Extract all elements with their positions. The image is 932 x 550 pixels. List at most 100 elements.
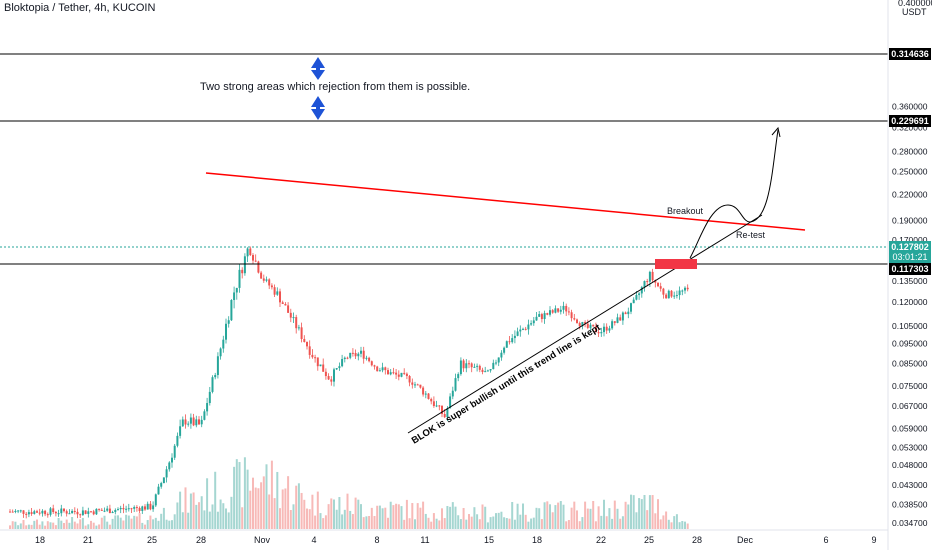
volume-bar [670, 522, 673, 529]
candle-body [476, 365, 479, 367]
volume-bar [427, 517, 430, 529]
volume-bar [686, 523, 689, 529]
candle-body [384, 367, 387, 371]
candle-body [657, 282, 659, 287]
volume-bar [381, 508, 384, 529]
candle-body [546, 313, 549, 315]
volume-bar [357, 499, 360, 529]
candle-body [279, 291, 281, 303]
candle-body [457, 374, 460, 379]
volume-bar [219, 499, 222, 529]
candle-body [225, 323, 227, 340]
volume-bar [508, 518, 511, 529]
candle-body [640, 287, 643, 294]
candle-body [25, 513, 28, 515]
volume-bar [141, 522, 144, 529]
volume-bar [627, 504, 630, 529]
volume-bar [230, 496, 233, 529]
volume-bar [540, 519, 543, 529]
volume-bar [127, 515, 130, 529]
candle-body [17, 510, 20, 512]
volume-bar [192, 492, 195, 529]
time-tick-label: 11 [420, 535, 429, 545]
candle-body [473, 366, 476, 368]
candle-body [540, 314, 543, 320]
time-tick-label: 18 [35, 535, 45, 545]
volume-bar [216, 511, 219, 529]
volume-bar [135, 516, 138, 529]
candle-body [219, 348, 222, 357]
candle-body [87, 511, 90, 514]
candle-body [238, 269, 241, 288]
price-tick-label: 0.220000 [892, 189, 928, 199]
candle-body [570, 312, 573, 319]
candle-body [357, 353, 360, 357]
volume-bar [152, 519, 155, 529]
volume-bar [378, 505, 381, 529]
volume-bar [257, 488, 260, 529]
candle-body [179, 426, 182, 436]
volume-bar [9, 525, 11, 529]
candle-body [408, 376, 411, 383]
projection-path[interactable] [689, 129, 779, 259]
volume-bar [249, 490, 252, 529]
retest-zone[interactable] [655, 259, 697, 269]
volume-bar [492, 516, 495, 529]
up-down-arrow-icon [311, 57, 325, 80]
candle-body [22, 510, 25, 514]
price-tick-label: 0.085000 [892, 359, 928, 369]
price-tick-label: 0.170000 [892, 235, 928, 245]
candle-body [665, 294, 668, 299]
price-tick-label: 0.043000 [892, 480, 928, 490]
resistance-trendline[interactable] [205, 172, 806, 231]
volume-bar [81, 517, 84, 529]
candle-body [273, 287, 276, 295]
support-trendline[interactable] [407, 214, 763, 434]
volume-bar [408, 518, 411, 529]
volume-bar [522, 503, 524, 529]
candle-body [376, 366, 379, 372]
volume-bar [549, 504, 551, 529]
volume-bar [546, 501, 549, 529]
candle-body [368, 357, 371, 362]
candle-body [84, 510, 87, 514]
volume-bar [68, 522, 71, 529]
volume-bar [149, 515, 152, 529]
candle-body [322, 364, 325, 372]
volume-bar [71, 517, 74, 529]
candle-body [246, 248, 249, 257]
volume-bar [243, 457, 246, 529]
candle-body [330, 379, 333, 382]
candle-body [235, 287, 238, 293]
candle-body [627, 311, 630, 315]
volume-bar [613, 500, 616, 529]
volume-bar [443, 518, 446, 529]
price-label-level-1: 0.314636 [889, 48, 931, 60]
candle-body [171, 457, 173, 463]
volume-bar [495, 513, 497, 529]
candle-body [11, 511, 14, 513]
volume-bar [319, 513, 322, 529]
volume-bar [49, 522, 52, 529]
candle-body [195, 419, 198, 426]
volume-bar [657, 499, 659, 529]
svg-text:0.314636: 0.314636 [891, 49, 929, 59]
volume-bar [646, 510, 649, 529]
volume-bar [516, 503, 519, 529]
candle-body [117, 509, 119, 511]
candle-body [52, 508, 55, 513]
volume-bar [662, 515, 665, 529]
volume-bar [284, 488, 287, 529]
candle-body [343, 357, 346, 360]
candle-body [233, 292, 236, 301]
candle-body [405, 373, 408, 377]
candle-body [338, 366, 341, 369]
price-label-level-3: 0.117303 [889, 263, 931, 275]
volume-bar [195, 504, 198, 529]
volume-bar [592, 500, 595, 529]
candle-body [659, 286, 662, 289]
volume-bar [684, 521, 686, 529]
candle-body [543, 313, 546, 320]
volume-bar [643, 494, 646, 529]
